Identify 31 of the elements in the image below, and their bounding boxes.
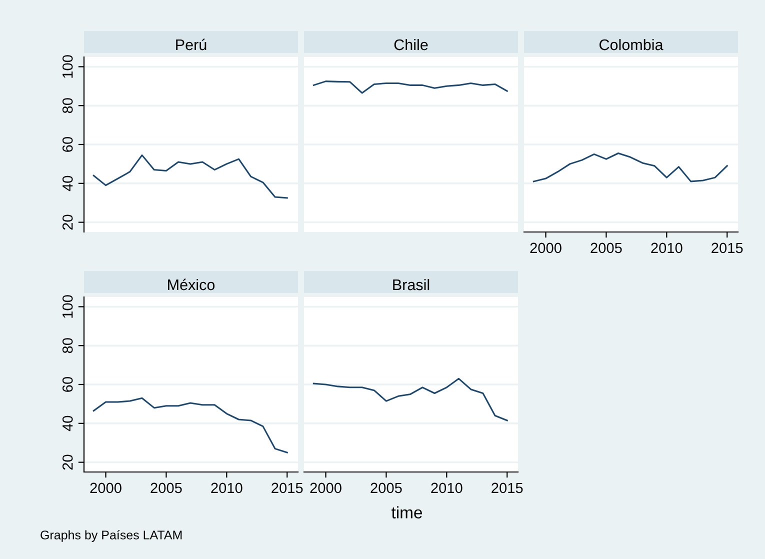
x-tick-label: 2000: [310, 482, 342, 494]
x-tick-label: 2010: [211, 482, 242, 494]
line-series: [92, 154, 288, 199]
chart-title: Colombia: [600, 38, 664, 50]
x-tick-label: 2015: [712, 242, 743, 254]
y-tick-label: 60: [62, 376, 73, 392]
chart-title: Brasil: [393, 278, 430, 290]
y-tick-label: 60: [62, 136, 73, 152]
line-series: [92, 397, 288, 454]
x-tick-label: 2015: [492, 482, 523, 494]
y-tick-label: 20: [62, 454, 73, 470]
x-tick-label: 2000: [90, 482, 122, 494]
chart-title: México: [168, 278, 215, 290]
y-tick-label: 40: [62, 176, 73, 192]
x-axis-title: time: [392, 506, 422, 518]
x-tick-label: 2005: [370, 482, 402, 494]
text: Graphs by Países LATAM: [40, 530, 182, 542]
x-tick-label: 2000: [530, 242, 562, 254]
y-tick-label: 40: [62, 416, 73, 432]
x-tick-label: 2005: [150, 482, 182, 494]
y-tick-label: 80: [62, 98, 73, 114]
y-tick-label: 20: [62, 214, 73, 230]
x-tick-label: 2005: [590, 242, 622, 254]
y-tick-label: 80: [62, 338, 73, 354]
x-tick-label: 2010: [651, 242, 682, 254]
x-tick-label: 2010: [431, 482, 462, 494]
y-tick-label: 100: [62, 55, 73, 78]
x-tick-label: 2015: [272, 482, 303, 494]
y-tick-label: 100: [62, 295, 73, 318]
chart-title: Chile: [394, 38, 428, 50]
chart-title: Perú: [176, 38, 206, 50]
